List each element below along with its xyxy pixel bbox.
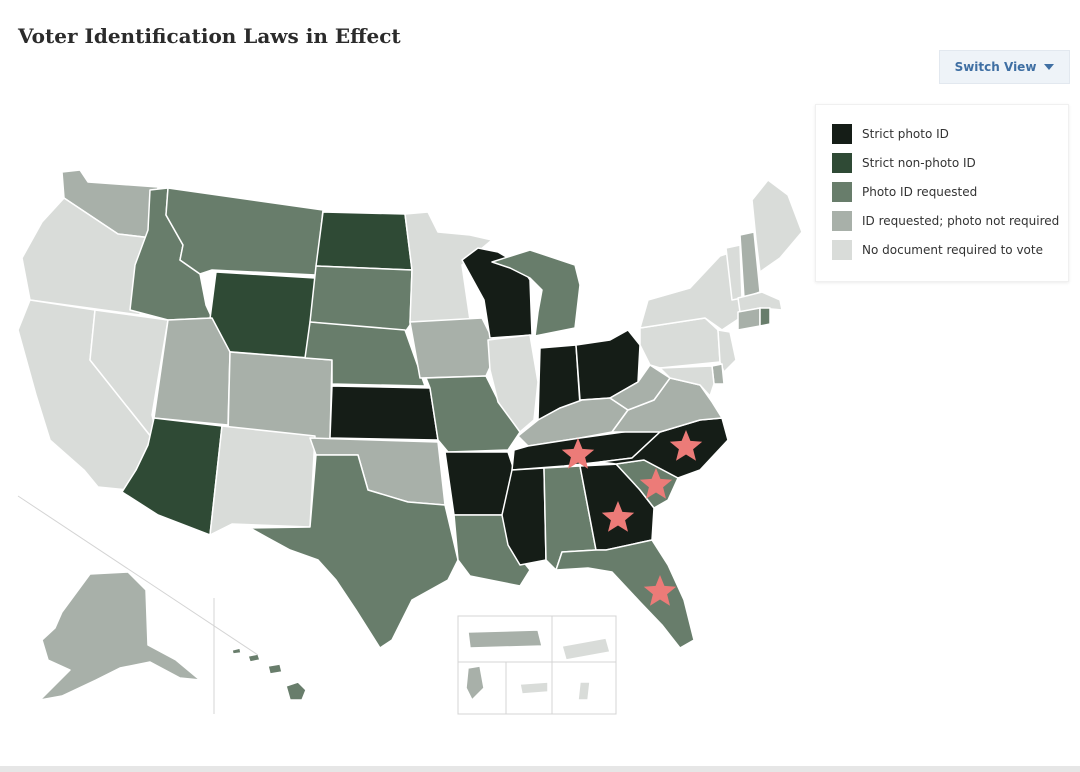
state-KS[interactable]	[329, 385, 439, 441]
state-HI-3[interactable]	[247, 653, 261, 663]
legend-swatch	[832, 239, 852, 260]
chevron-down-icon	[1044, 64, 1055, 70]
state-NY[interactable]	[639, 249, 743, 331]
star-marker-NC	[669, 430, 703, 461]
state-HI[interactable]	[285, 681, 307, 701]
legend-item-photo-requested: Photo ID requested	[832, 177, 1068, 206]
state-MT[interactable]	[165, 187, 324, 276]
legend-swatch	[832, 210, 852, 231]
map-legend: Strict photo ID Strict non-photo ID Phot…	[815, 104, 1069, 282]
state-SD[interactable]	[309, 265, 413, 333]
bottom-scroll-bar	[0, 766, 1080, 772]
state-IA[interactable]	[409, 317, 499, 379]
state-ND[interactable]	[315, 211, 413, 271]
legend-label: Strict non-photo ID	[862, 155, 976, 170]
state-AK[interactable]	[39, 571, 201, 701]
page-title: Voter Identification Laws in Effect	[18, 24, 401, 48]
state-MI[interactable]	[491, 249, 581, 337]
legend-label: ID requested; photo not required	[862, 213, 1060, 228]
territory-AS[interactable]	[561, 637, 611, 661]
legend-item-strict-nonphoto: Strict non-photo ID	[832, 148, 1068, 177]
state-CT[interactable]	[737, 307, 761, 331]
state-HI-2[interactable]	[267, 663, 283, 675]
legend-item-no-doc: No document required to vote	[832, 235, 1068, 264]
state-NJ[interactable]	[717, 329, 737, 373]
inset-divider-ak	[17, 495, 259, 656]
state-CO[interactable]	[227, 351, 333, 441]
territory-MP[interactable]	[577, 681, 591, 701]
state-MO[interactable]	[425, 375, 521, 453]
territory-GU[interactable]	[465, 665, 485, 701]
territory-PR[interactable]	[467, 629, 543, 649]
state-TX[interactable]	[249, 454, 459, 649]
legend-label: Photo ID requested	[862, 184, 978, 199]
state-NE[interactable]	[304, 321, 426, 387]
state-IL[interactable]	[487, 334, 539, 433]
state-ME[interactable]	[751, 179, 803, 273]
legend-swatch	[832, 181, 852, 202]
territory-VI[interactable]	[519, 681, 549, 695]
state-NC[interactable]	[599, 417, 729, 479]
switch-view-label: Switch View	[954, 60, 1037, 74]
legend-label: No document required to vote	[862, 242, 1043, 257]
state-NM[interactable]	[209, 425, 316, 536]
state-OR[interactable]	[21, 197, 153, 316]
state-RI[interactable]	[759, 307, 771, 327]
state-MD[interactable]	[659, 365, 715, 397]
legend-item-id-requested: ID requested; photo not required	[832, 206, 1068, 235]
star-marker-TN	[561, 438, 595, 469]
legend-swatch	[832, 152, 852, 173]
territory-inset-frame	[457, 615, 617, 715]
star-marker-FL	[643, 575, 677, 606]
legend-swatch	[832, 123, 852, 144]
switch-view-button[interactable]: Switch View	[939, 50, 1070, 84]
star-marker-GA	[601, 501, 635, 532]
state-FL[interactable]	[555, 539, 695, 649]
legend-item-strict-photo: Strict photo ID	[832, 119, 1068, 148]
legend-label: Strict photo ID	[862, 126, 949, 141]
state-UT[interactable]	[153, 317, 231, 426]
state-HI-4[interactable]	[231, 647, 242, 655]
star-marker-SC	[639, 468, 673, 499]
